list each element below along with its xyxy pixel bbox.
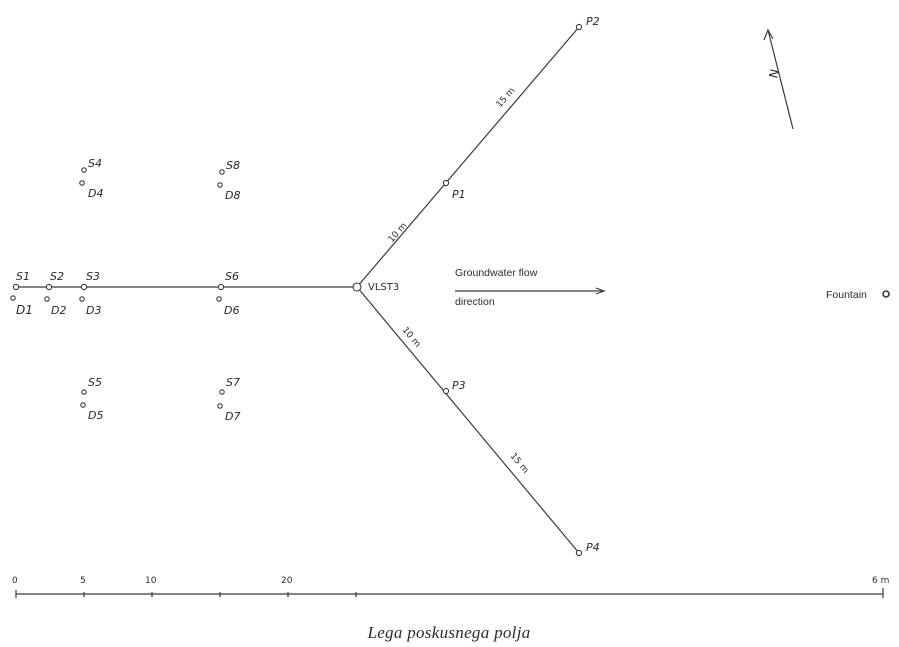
upper-branch-line: [356, 26, 580, 288]
s6-label: S6: [225, 270, 239, 283]
p4-label: P4: [586, 541, 600, 554]
lower-inner-distance: 10 m: [400, 326, 423, 350]
s5-label: S5: [88, 376, 102, 389]
p4-marker: [575, 549, 583, 557]
upper-inner-distance: 10 m: [387, 221, 410, 245]
d1-marker: [10, 295, 16, 301]
d3-label: D3: [86, 304, 101, 317]
d7-label: D7: [225, 410, 240, 423]
s2-marker: [45, 283, 53, 291]
d7-marker: [217, 403, 223, 409]
p2-label: P2: [586, 15, 600, 28]
s3-label: S3: [86, 270, 100, 283]
flow-arrow-head: [595, 287, 606, 295]
d2-label: D2: [51, 304, 66, 317]
flow-label-line2: direction: [455, 296, 495, 308]
pumping-well-label: VLST3: [368, 282, 399, 293]
p1-marker: [442, 179, 450, 187]
scale-label-end: 6 m: [872, 576, 889, 586]
p1-label: P1: [452, 188, 466, 201]
d8-label: D8: [225, 189, 240, 202]
scale-label-20: 20: [281, 576, 293, 586]
scale-label-5: 5: [80, 576, 86, 586]
d2-marker: [44, 296, 50, 302]
pumping-well-marker: [352, 282, 362, 292]
s3-marker: [80, 283, 88, 291]
s6-marker: [217, 283, 225, 291]
figure-caption: Lega poskusnega polja: [366, 623, 530, 642]
d4-label: D4: [88, 187, 103, 200]
flow-label-line1: Groundwater flow: [455, 267, 538, 279]
d1-label: D1: [16, 303, 33, 317]
s8-marker: [219, 169, 225, 175]
fountain-marker: [882, 290, 890, 298]
scale-label-10: 10: [145, 576, 157, 586]
lower-branch-line: [356, 286, 580, 554]
s7-label: S7: [226, 376, 240, 389]
s2-label: S2: [50, 270, 64, 283]
d3-marker: [79, 296, 85, 302]
scale-label-0: 0: [12, 576, 18, 586]
fountain-label: Fountain: [826, 289, 867, 301]
s4-label: S4: [88, 157, 102, 170]
north-arrow-line: [767, 29, 794, 130]
s8-label: S8: [226, 159, 240, 172]
d6-marker: [216, 296, 222, 302]
north-arrow-head: [763, 28, 774, 41]
p3-marker: [442, 387, 450, 395]
s1-marker: [12, 283, 20, 291]
p2-marker: [575, 23, 583, 31]
upper-outer-distance: 15 m: [495, 86, 518, 110]
s4-marker: [81, 167, 87, 173]
s1-label: S1: [16, 270, 30, 283]
p3-label: P3: [452, 379, 466, 392]
d4-marker: [79, 180, 85, 186]
d6-label: D6: [224, 304, 239, 317]
d5-label: D5: [88, 409, 103, 422]
s7-marker: [219, 389, 225, 395]
north-label: N: [766, 67, 782, 79]
s5-marker: [81, 389, 87, 395]
d8-marker: [217, 182, 223, 188]
d5-marker: [80, 402, 86, 408]
